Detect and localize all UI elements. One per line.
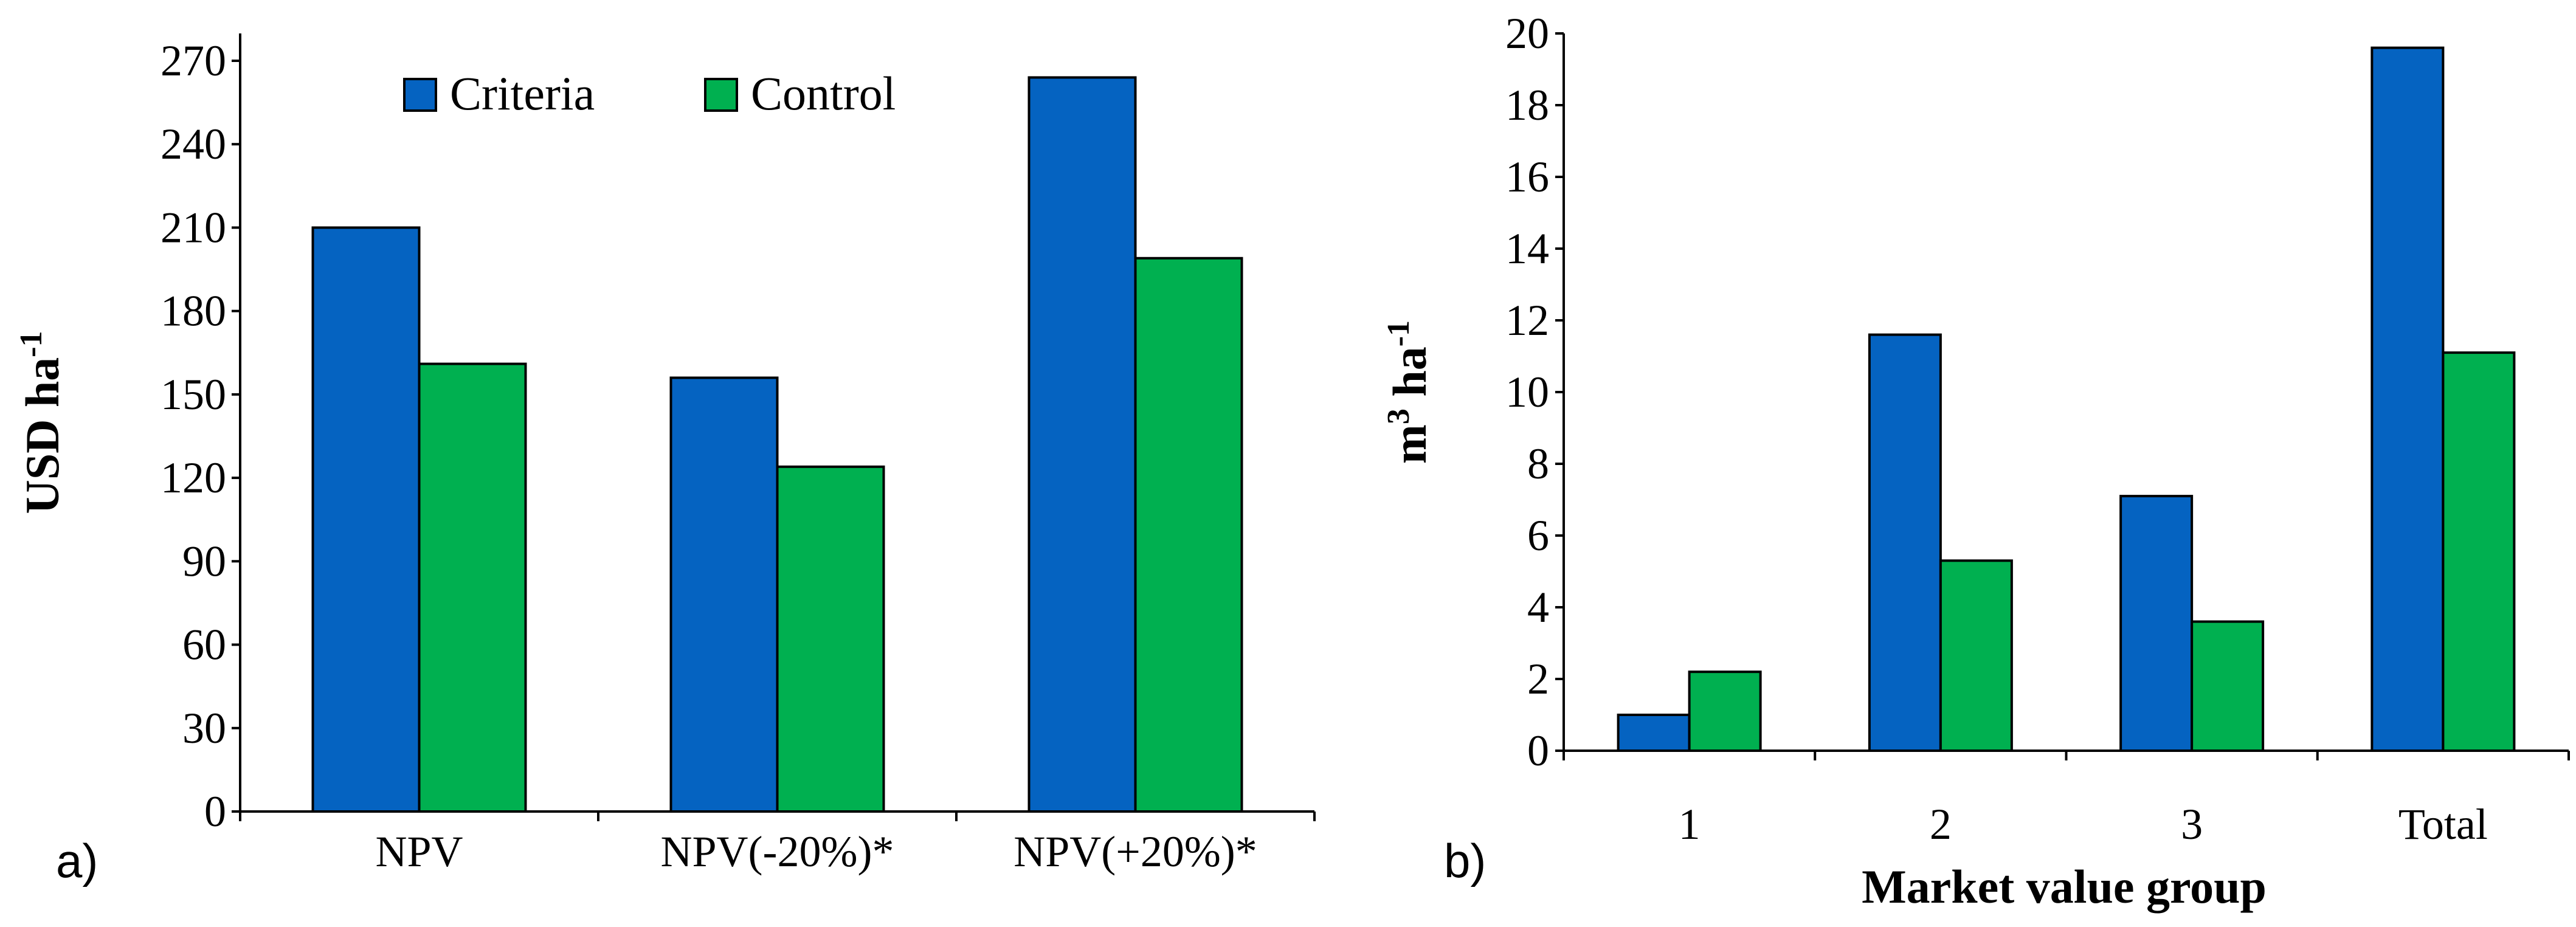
legend-label-control: Control bbox=[751, 67, 896, 120]
legend-label-criteria: Criteria bbox=[450, 67, 595, 120]
chart-a-y-tick-label: 120 bbox=[161, 453, 226, 502]
chart-b-category-label: 2 bbox=[1930, 800, 1952, 849]
chart-b-y-tick-label: 2 bbox=[1527, 655, 1549, 703]
chart-b-y-tick-label: 10 bbox=[1505, 368, 1549, 416]
chart-b-y-axis-title: m3 ha-1 bbox=[1381, 320, 1436, 464]
chart-b-bar-control-total bbox=[2442, 351, 2516, 752]
chart-a-axes bbox=[239, 33, 1314, 813]
chart-a-bar-control-npv-20- bbox=[776, 465, 885, 813]
chart-b-x-ticks bbox=[1563, 751, 2570, 760]
chart-a-category-labels: NPV NPV(-20%)* NPV(+20%)* bbox=[375, 827, 1257, 876]
legend-swatch-criteria bbox=[403, 78, 437, 112]
chart-a-y-tick-label: 180 bbox=[161, 287, 226, 336]
chart-b-bar-criteria-2 bbox=[1868, 333, 1942, 752]
chart-a-bar-control-npv bbox=[418, 362, 527, 813]
chart-a-y-tick-label: 150 bbox=[161, 370, 226, 419]
chart-b-y-tick-label: 18 bbox=[1505, 81, 1549, 129]
chart-b-bar-control-2 bbox=[1939, 559, 2013, 752]
chart-b-bar-criteria-total bbox=[2371, 46, 2445, 753]
chart-b-category-label: 3 bbox=[2181, 800, 2203, 849]
chart-a-bars bbox=[311, 76, 1243, 813]
chart-a-bar-control-npv-20- bbox=[1134, 257, 1243, 813]
chart-a-x-ticks bbox=[239, 812, 1316, 821]
chart-a-y-tick-label: 0 bbox=[204, 787, 226, 836]
chart-b-y-tick-label: 8 bbox=[1527, 439, 1549, 488]
chart-a-y-ticks: 0 30 60 90 120 150 180 210 240 270 bbox=[161, 36, 240, 836]
chart-a-y-tick-label: 210 bbox=[161, 203, 226, 252]
chart-a-y-tick-label: 60 bbox=[182, 621, 226, 669]
chart-a-category-label: NPV bbox=[375, 827, 463, 876]
chart-a-panel-label: a) bbox=[56, 834, 98, 887]
chart-b-y-tick-label: 16 bbox=[1505, 153, 1549, 201]
chart-a-bar-criteria-npv-20- bbox=[669, 376, 779, 813]
chart-a-y-tick-label: 270 bbox=[161, 36, 226, 85]
chart-b-panel-label: b) bbox=[1444, 834, 1486, 887]
chart-b-category-label: 1 bbox=[1679, 800, 1701, 849]
chart-b-bar-control-1 bbox=[1688, 670, 1762, 752]
chart-a-bar-criteria-npv bbox=[311, 226, 421, 813]
chart-b-y-tick-label: 0 bbox=[1527, 726, 1549, 775]
chart-b-bar-control-3 bbox=[2191, 620, 2265, 752]
legend-swatch-control bbox=[704, 78, 738, 112]
chart-a-y-tick-label: 30 bbox=[182, 704, 226, 753]
chart-b-y-tick-label: 4 bbox=[1527, 583, 1549, 632]
chart-b-y-tick-label: 12 bbox=[1505, 296, 1549, 345]
chart-b-category-label: Total bbox=[2398, 800, 2488, 849]
chart-b-y-ticks: 0 2 4 6 8 10 12 14 16 18 20 bbox=[1505, 9, 1564, 775]
chart-b-y-tick-label: 20 bbox=[1505, 9, 1549, 58]
chart-b-y-tick-label: 6 bbox=[1527, 511, 1549, 560]
chart-b-bar-criteria-3 bbox=[2119, 495, 2194, 752]
chart-a-y-tick-label: 90 bbox=[182, 537, 226, 585]
chart-b-x-axis-title: Market value group bbox=[1862, 860, 2267, 913]
chart-a-y-axis-title: USD ha-1 bbox=[14, 331, 69, 514]
chart-a-bar-criteria-npv-20- bbox=[1027, 76, 1137, 813]
chart-a-y-tick-label: 240 bbox=[161, 120, 226, 168]
chart-a-category-label: NPV(-20%)* bbox=[661, 827, 894, 876]
chart-b-y-tick-label: 14 bbox=[1505, 224, 1549, 273]
chart-b-category-labels: 1 2 3 Total bbox=[1679, 800, 2488, 849]
chart-b-bar-criteria-1 bbox=[1617, 714, 1691, 752]
chart-a-category-label: NPV(+20%)* bbox=[1013, 827, 1257, 876]
legend: Criteria Control bbox=[403, 67, 896, 120]
chart-b-bars bbox=[1617, 46, 2516, 753]
